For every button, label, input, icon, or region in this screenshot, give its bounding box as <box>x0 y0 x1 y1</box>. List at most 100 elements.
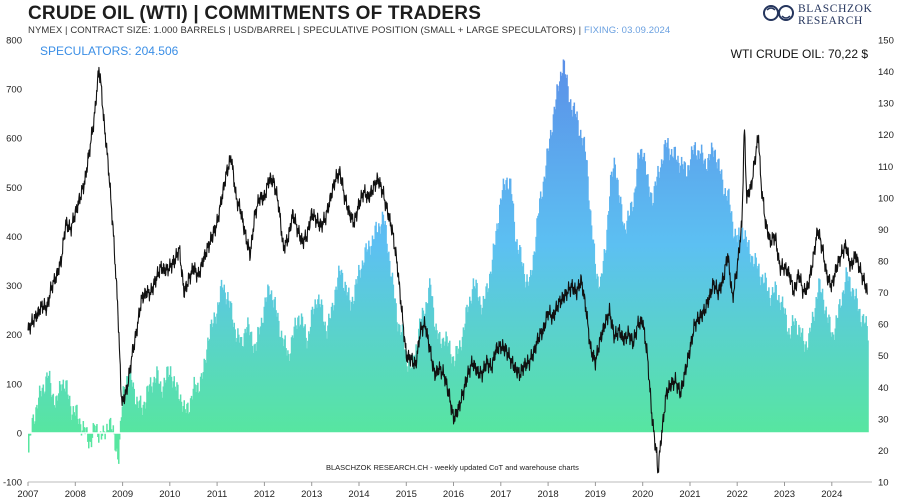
speculators-bar <box>358 270 361 433</box>
speculators-bar <box>510 194 513 433</box>
speculators-bar <box>69 406 72 433</box>
speculators-bar <box>755 257 757 433</box>
speculators-bar <box>703 160 706 433</box>
speculators-bar <box>767 290 769 433</box>
speculators-bar <box>307 340 309 433</box>
speculators-bar <box>859 308 861 433</box>
speculators-bar <box>299 324 302 433</box>
speculators-bar <box>125 389 127 433</box>
speculators-bar <box>388 251 390 433</box>
speculators-bar <box>350 301 353 433</box>
speculators-bar <box>148 391 150 433</box>
right-tick-label: 110 <box>878 162 893 173</box>
speculators-bar <box>38 385 41 433</box>
speculators-bar <box>830 336 833 433</box>
speculators-bar <box>163 377 165 433</box>
speculators-bar <box>351 296 354 433</box>
speculators-bar <box>259 326 262 433</box>
speculators-bar <box>841 292 844 433</box>
speculators-bar <box>534 252 536 433</box>
speculators-bar <box>221 287 224 433</box>
speculators-bar <box>810 323 813 433</box>
speculators-bar <box>659 167 662 433</box>
speculators-bar <box>138 400 141 433</box>
speculators-bar <box>541 196 544 433</box>
speculators-bar <box>860 326 863 433</box>
right-tick-label: 150 <box>878 36 894 47</box>
speculators-bar <box>775 284 777 433</box>
speculators-bar <box>211 327 214 433</box>
speculators-bar <box>427 303 429 433</box>
speculators-bar <box>547 148 549 433</box>
left-tick-label: 300 <box>6 281 22 292</box>
speculators-bar <box>540 198 543 433</box>
speculators-bar <box>374 225 376 433</box>
speculators-bar <box>465 307 467 433</box>
speculators-bar <box>247 317 249 433</box>
speculators-bar <box>340 269 343 433</box>
speculators-bar <box>283 339 286 433</box>
speculators-bar <box>612 168 615 433</box>
speculators-bar <box>412 355 415 433</box>
speculators-bar <box>174 386 176 433</box>
speculators-bar <box>699 153 702 433</box>
speculators-bar <box>130 379 133 433</box>
speculators-bar <box>258 334 261 433</box>
speculators-bar <box>318 304 321 433</box>
speculators-bar <box>154 382 156 433</box>
speculators-bar <box>664 140 667 433</box>
speculators-bar <box>220 279 223 433</box>
speculators-bar <box>734 228 737 433</box>
speculators-bar <box>686 176 688 433</box>
speculators-bar <box>822 299 825 433</box>
speculators-bar <box>702 163 705 433</box>
speculators-bar <box>807 347 809 433</box>
speculators-bar <box>583 136 586 433</box>
speculators-bar <box>801 328 804 433</box>
speculators-bar <box>845 267 847 433</box>
speculators-bar <box>649 192 652 433</box>
speculators-bar <box>539 191 542 433</box>
speculators-bar <box>196 385 198 433</box>
speculators-bar <box>178 399 180 433</box>
speculators-bar <box>461 336 464 433</box>
speculators-bar <box>238 334 240 433</box>
speculators-bar <box>376 232 378 433</box>
speculators-bar <box>836 318 838 433</box>
speculators-bar <box>361 260 364 433</box>
speculators-bar <box>640 148 643 433</box>
right-axis-ticks: 10 20 30 40 50 60 70 80 90 100 110 120 130 140 150 <box>878 36 894 489</box>
speculators-bar <box>548 150 550 433</box>
speculators-bar <box>327 325 329 433</box>
speculators-bar <box>721 179 724 433</box>
speculators-bar <box>685 176 687 433</box>
speculators-bar <box>712 156 715 433</box>
speculators-bar <box>387 253 389 433</box>
speculators-bar <box>627 210 629 433</box>
left-tick-label: 0 <box>17 428 22 439</box>
speculators-bar <box>693 145 696 433</box>
speculators-bar <box>121 406 124 433</box>
speculators-bar <box>235 341 237 433</box>
speculators-bar <box>696 159 698 433</box>
speculators-bar <box>394 298 396 433</box>
speculators-bar <box>333 305 336 433</box>
speculators-bar <box>789 334 791 433</box>
speculators-bar <box>429 278 431 433</box>
speculators-bar <box>652 202 655 433</box>
speculators-bar <box>605 250 607 433</box>
speculators-bar <box>694 142 697 433</box>
speculators-bar <box>342 287 345 433</box>
x-tick-label: 2019 <box>585 489 606 500</box>
speculators-bar <box>180 401 183 433</box>
speculators-bar <box>466 304 468 433</box>
speculators-bar <box>794 318 797 433</box>
speculators-bar <box>383 224 386 433</box>
speculators-bar <box>255 350 257 433</box>
speculators-bar <box>312 314 315 433</box>
speculators-bar <box>321 304 324 433</box>
speculators-bar <box>765 277 767 433</box>
right-tick-label: 60 <box>878 320 889 331</box>
speculators-bar <box>160 391 163 433</box>
speculators-bar <box>375 221 377 433</box>
